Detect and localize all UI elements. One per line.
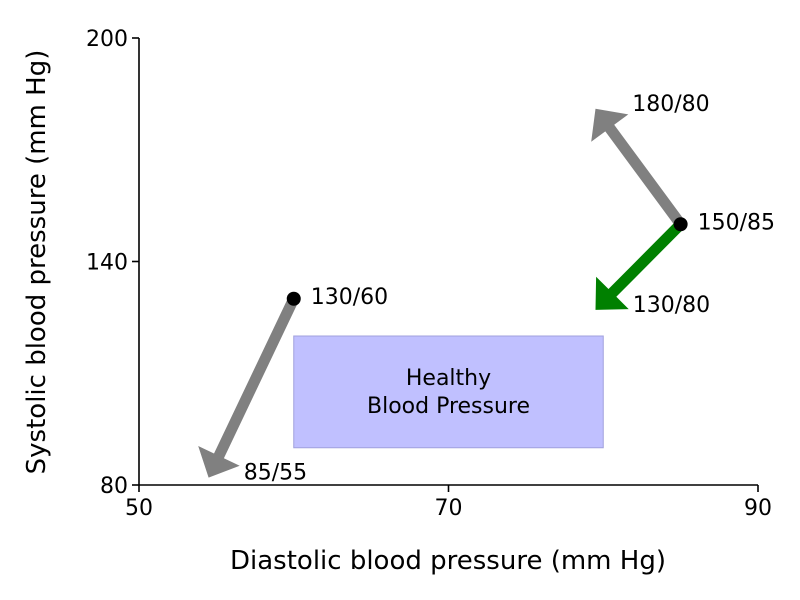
point-150-85-label: 150/85 xyxy=(698,210,775,235)
y-tick-label-140: 140 xyxy=(86,251,128,276)
arrows-layer: 85/55 180/80 130/80 xyxy=(198,92,710,486)
healthy-region-label-line1: Healthy xyxy=(406,366,491,391)
arrow-to-85-55 xyxy=(198,296,299,478)
point-130-60 xyxy=(286,291,301,306)
ticks-layer: 50 70 90 80 140 200 xyxy=(86,27,772,521)
healthy-region-label-line2: Blood Pressure xyxy=(367,394,530,419)
healthy-region xyxy=(293,335,604,449)
x-tick-label-50: 50 xyxy=(125,496,153,521)
arrow-to-180-80 xyxy=(591,108,686,228)
point-150-85 xyxy=(673,217,688,232)
x-axis-label: Diastolic blood pressure (mm Hg) xyxy=(230,546,666,576)
y-tick-label-80: 80 xyxy=(100,474,128,499)
y-axis-label: Systolic blood pressure (mm Hg) xyxy=(22,50,52,475)
arrow-to-130-80-label: 130/80 xyxy=(633,293,710,318)
y-tick-label-200: 200 xyxy=(86,27,128,52)
points-layer: 130/60 150/85 xyxy=(286,210,775,310)
arrow-to-180-80-label: 180/80 xyxy=(632,92,709,117)
arrow-to-85-55-label: 85/55 xyxy=(244,461,307,486)
point-130-60-label: 130/60 xyxy=(311,285,388,310)
x-tick-label-70: 70 xyxy=(435,496,463,521)
x-tick-label-90: 90 xyxy=(744,496,772,521)
arrow-to-130-80 xyxy=(595,220,685,310)
